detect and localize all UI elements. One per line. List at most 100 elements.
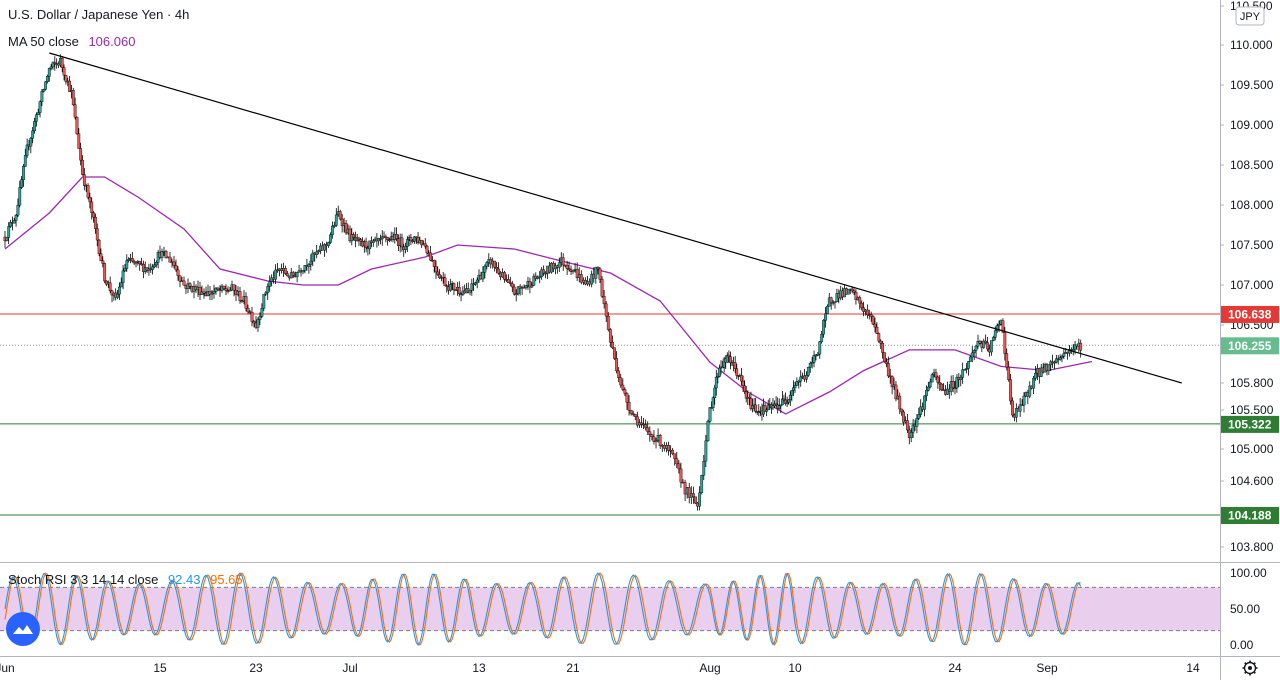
candle[interactable] [704, 440, 708, 462]
candle[interactable] [232, 284, 236, 291]
candle[interactable] [134, 261, 138, 264]
candle[interactable] [400, 237, 404, 248]
candle[interactable] [627, 402, 631, 411]
candle[interactable] [9, 222, 12, 227]
candle[interactable] [875, 326, 879, 334]
candle[interactable] [621, 384, 625, 390]
candle[interactable] [364, 241, 368, 248]
candle[interactable] [673, 453, 677, 459]
settings-gear-icon[interactable] [1242, 660, 1258, 676]
candle[interactable] [327, 242, 330, 246]
candle[interactable] [130, 258, 134, 262]
candle[interactable] [295, 272, 299, 278]
candle[interactable] [890, 376, 894, 388]
candle[interactable] [1062, 353, 1066, 357]
candle[interactable] [47, 68, 51, 77]
candle[interactable] [301, 270, 305, 273]
candle[interactable] [797, 380, 801, 383]
candle[interactable] [1047, 364, 1051, 371]
candle[interactable] [330, 225, 334, 236]
candle[interactable] [995, 325, 999, 331]
candle[interactable] [883, 352, 886, 363]
candle[interactable] [909, 432, 913, 438]
candle[interactable] [202, 291, 206, 294]
candle[interactable] [388, 239, 391, 241]
ma-legend[interactable]: MA 50 close 106.060 [8, 34, 135, 49]
candle[interactable] [648, 431, 652, 435]
candle[interactable] [963, 369, 966, 371]
candle[interactable] [671, 449, 675, 454]
candle[interactable] [629, 410, 633, 414]
candle[interactable] [359, 239, 363, 242]
candle[interactable] [993, 330, 997, 338]
candle[interactable] [532, 275, 536, 286]
candle[interactable] [291, 272, 295, 276]
candle[interactable] [858, 297, 862, 304]
candle[interactable] [425, 245, 429, 254]
candle[interactable] [395, 233, 398, 239]
candle[interactable] [357, 237, 361, 240]
candle[interactable] [814, 354, 818, 357]
candle[interactable] [1034, 372, 1037, 379]
candle[interactable] [833, 301, 837, 303]
candle[interactable] [160, 251, 164, 258]
candle[interactable] [228, 289, 232, 292]
candle[interactable] [677, 463, 681, 470]
candle[interactable] [625, 393, 629, 403]
candle[interactable] [951, 381, 955, 389]
candle[interactable] [97, 239, 101, 254]
candle[interactable] [795, 381, 799, 386]
symbol-title[interactable]: U.S. Dollar / Japanese Yen · 4h [8, 7, 190, 22]
candle[interactable] [646, 427, 650, 432]
candle[interactable] [123, 268, 127, 272]
candle[interactable] [503, 272, 506, 280]
candle[interactable] [506, 279, 510, 283]
candle[interactable] [1003, 332, 1007, 354]
candle[interactable] [1071, 348, 1075, 351]
candle[interactable] [168, 256, 172, 263]
candle[interactable] [307, 264, 311, 267]
candle[interactable] [675, 458, 679, 465]
candle[interactable] [60, 58, 64, 68]
candle[interactable] [1011, 400, 1014, 416]
candle[interactable] [344, 223, 348, 234]
candle[interactable] [46, 76, 49, 83]
candle[interactable] [151, 266, 155, 270]
candle[interactable] [240, 300, 244, 302]
candle[interactable] [990, 340, 993, 353]
candle[interactable] [454, 289, 458, 291]
candle[interactable] [153, 264, 156, 268]
candle[interactable] [714, 376, 718, 389]
candle[interactable] [635, 416, 639, 426]
candle[interactable] [224, 288, 228, 291]
candle[interactable] [729, 356, 732, 363]
candle[interactable] [974, 345, 978, 351]
candle[interactable] [77, 133, 81, 149]
candle[interactable] [260, 307, 264, 317]
candle[interactable] [679, 468, 683, 483]
candle[interactable] [812, 355, 816, 363]
candle[interactable] [524, 285, 528, 288]
candle[interactable] [741, 380, 745, 386]
candle[interactable] [182, 280, 186, 286]
candle[interactable] [936, 376, 940, 383]
candle[interactable] [42, 89, 46, 92]
candle[interactable] [877, 333, 881, 342]
candle[interactable] [266, 286, 270, 294]
candle[interactable] [816, 353, 820, 356]
candle[interactable] [771, 405, 775, 409]
candle[interactable] [101, 260, 105, 264]
candle[interactable] [285, 273, 289, 277]
candle[interactable] [1053, 361, 1056, 364]
candle[interactable] [309, 260, 313, 265]
candle[interactable] [332, 225, 336, 227]
candle[interactable] [785, 402, 789, 404]
candle[interactable] [86, 185, 90, 198]
candle[interactable] [711, 397, 715, 408]
candle[interactable] [485, 262, 489, 267]
candle[interactable] [991, 337, 995, 341]
candle[interactable] [706, 420, 710, 442]
candle[interactable] [386, 237, 390, 240]
candle[interactable] [436, 271, 440, 275]
candle[interactable] [404, 246, 407, 250]
